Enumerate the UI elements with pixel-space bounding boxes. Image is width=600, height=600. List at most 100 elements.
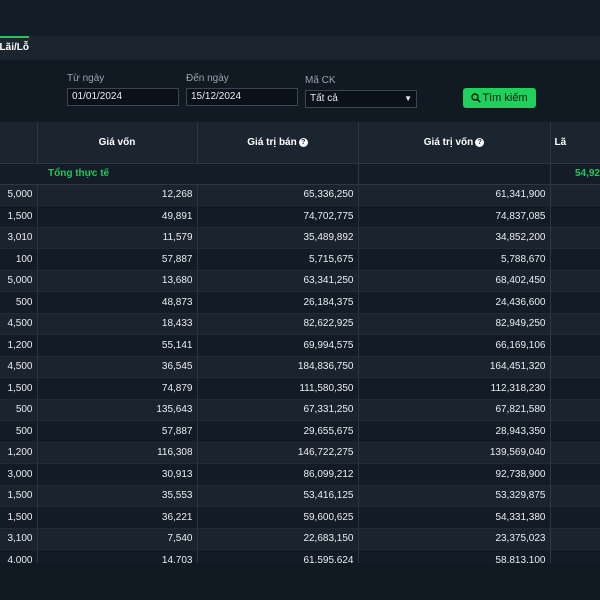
table-row[interactable]: 1,500 36,221 59,600,625 54,331,380 xyxy=(0,506,600,529)
column-header-cost-price[interactable]: Giá vốn xyxy=(37,122,198,164)
cost-price-cell: 48,873 xyxy=(37,291,198,314)
profit-cell xyxy=(550,356,600,378)
from-date-label: Từ ngày xyxy=(67,73,105,84)
search-button-label: Tìm kiếm xyxy=(482,92,528,104)
profit-loss-table: Giá vốn Giá trị bán? Giá trị vốn? Lã Tổn… xyxy=(0,122,600,572)
sell-value-cell: 65,336,250 xyxy=(197,184,359,206)
table-row[interactable]: 500 135,643 67,331,250 67,821,580 xyxy=(0,399,600,421)
quantity-cell: 3,100 xyxy=(0,528,38,550)
footer-area xyxy=(0,563,600,600)
table-row[interactable]: 3,100 7,540 22,683,150 23,375,023 xyxy=(0,528,600,550)
total-profit-value: 54,92 xyxy=(550,163,600,185)
sell-value-cell: 22,683,150 xyxy=(197,528,359,550)
help-icon[interactable]: ? xyxy=(475,137,485,147)
cost-price-cell: 116,308 xyxy=(37,442,198,464)
table-row[interactable]: 100 57,887 5,715,675 5,788,670 xyxy=(0,248,600,271)
cost-price-cell: 30,913 xyxy=(37,463,198,486)
quantity-cell: 1,500 xyxy=(0,485,38,507)
top-bar xyxy=(0,0,600,36)
profit-cell xyxy=(550,205,600,228)
stock-code-value: Tất cả xyxy=(310,93,338,104)
table-header-row: Giá vốn Giá trị bán? Giá trị vốn? Lã xyxy=(0,122,600,164)
quantity-cell: 4,500 xyxy=(0,313,38,335)
quantity-cell: 1,500 xyxy=(0,377,38,400)
cost-value-cell: 54,331,380 xyxy=(358,506,551,529)
sell-value-cell: 67,331,250 xyxy=(197,399,359,421)
total-label: Tổng thực tế xyxy=(37,163,358,185)
table-row[interactable]: 1,500 35,553 53,416,125 53,329,875 xyxy=(0,485,600,507)
profit-cell xyxy=(550,485,600,507)
sell-value-cell: 26,184,375 xyxy=(197,291,359,314)
to-date-input[interactable]: 15/12/2024 xyxy=(186,88,298,106)
cost-value-cell: 66,169,106 xyxy=(358,334,551,357)
cost-price-cell: 36,545 xyxy=(37,356,198,378)
cost-price-cell: 135,643 xyxy=(37,399,198,421)
profit-cell xyxy=(550,184,600,206)
profit-cell xyxy=(550,248,600,271)
cost-value-cell: 92,738,900 xyxy=(358,463,551,486)
cost-value-cell: 5,788,670 xyxy=(358,248,551,271)
profit-cell xyxy=(550,506,600,529)
sell-value-cell: 63,341,250 xyxy=(197,270,359,292)
cost-price-cell: 36,221 xyxy=(37,506,198,529)
table-row[interactable]: 5,000 13,680 63,341,250 68,402,450 xyxy=(0,270,600,292)
cost-price-cell: 57,887 xyxy=(37,420,198,443)
quantity-cell: 1,200 xyxy=(0,442,38,464)
table-row[interactable]: 1,500 74,879 111,580,350 112,318,230 xyxy=(0,377,600,400)
from-date-input[interactable]: 01/01/2024 xyxy=(67,88,179,106)
profit-cell xyxy=(550,399,600,421)
sell-value-cell: 111,580,350 xyxy=(197,377,359,400)
search-icon xyxy=(471,93,482,103)
cost-price-cell: 57,887 xyxy=(37,248,198,271)
help-icon[interactable]: ? xyxy=(298,137,308,147)
cost-value-cell: 34,852,200 xyxy=(358,227,551,249)
tab-profit-loss[interactable]: Lãi/Lỗ xyxy=(0,36,29,60)
sell-value-cell: 5,715,675 xyxy=(197,248,359,271)
stock-code-select[interactable]: Tất cả ▼ xyxy=(305,90,417,108)
cost-value-cell: 23,375,023 xyxy=(358,528,551,550)
cost-value-cell: 112,318,230 xyxy=(358,377,551,400)
table-row[interactable]: 4,500 18,433 82,622,925 82,949,250 xyxy=(0,313,600,335)
table-row[interactable]: 1,200 116,308 146,722,275 139,569,040 xyxy=(0,442,600,464)
quantity-cell: 5,000 xyxy=(0,270,38,292)
cost-price-cell: 55,141 xyxy=(37,334,198,357)
profit-cell xyxy=(550,442,600,464)
cost-value-cell: 61,341,900 xyxy=(358,184,551,206)
column-header-quantity xyxy=(0,122,38,164)
cost-value-cell: 68,402,450 xyxy=(358,270,551,292)
column-header-cost-value[interactable]: Giá trị vốn? xyxy=(358,122,551,164)
table-row[interactable]: 4,500 36,545 184,836,750 164,451,320 xyxy=(0,356,600,378)
cost-price-cell: 13,680 xyxy=(37,270,198,292)
table-row[interactable]: 5,000 12,268 65,336,250 61,341,900 xyxy=(0,184,600,206)
cost-value-cell: 74,837,085 xyxy=(358,205,551,228)
table-row[interactable]: 3,010 11,579 35,489,892 34,852,200 xyxy=(0,227,600,249)
column-header-profit[interactable]: Lã xyxy=(550,122,600,164)
column-header-sell-value[interactable]: Giá trị bán? xyxy=(197,122,359,164)
quantity-cell: 4,500 xyxy=(0,356,38,378)
tab-bar: Lãi/Lỗ xyxy=(0,36,600,60)
table-row[interactable]: 1,500 49,891 74,702,775 74,837,085 xyxy=(0,205,600,228)
quantity-cell: 1,500 xyxy=(0,205,38,228)
search-button[interactable]: Tìm kiếm xyxy=(463,88,536,108)
table-row[interactable]: 1,200 55,141 69,994,575 66,169,106 xyxy=(0,334,600,357)
quantity-cell: 500 xyxy=(0,291,38,314)
quantity-cell: 500 xyxy=(0,399,38,421)
cost-price-cell: 35,553 xyxy=(37,485,198,507)
profit-cell xyxy=(550,227,600,249)
table-row[interactable]: 500 57,887 29,655,675 28,943,350 xyxy=(0,420,600,443)
profit-cell xyxy=(550,270,600,292)
cost-price-cell: 74,879 xyxy=(37,377,198,400)
profit-cell xyxy=(550,377,600,400)
caret-down-icon: ▼ xyxy=(404,94,412,103)
total-row: Tổng thực tế 54,92 xyxy=(0,163,600,185)
to-date-label: Đến ngày xyxy=(186,73,229,84)
sell-value-cell: 53,416,125 xyxy=(197,485,359,507)
profit-cell xyxy=(550,463,600,486)
cost-price-cell: 11,579 xyxy=(37,227,198,249)
table-row[interactable]: 500 48,873 26,184,375 24,436,600 xyxy=(0,291,600,314)
quantity-cell: 3,010 xyxy=(0,227,38,249)
profit-cell xyxy=(550,291,600,314)
table-row[interactable]: 3,000 30,913 86,099,212 92,738,900 xyxy=(0,463,600,486)
quantity-cell: 1,200 xyxy=(0,334,38,357)
quantity-cell: 5,000 xyxy=(0,184,38,206)
